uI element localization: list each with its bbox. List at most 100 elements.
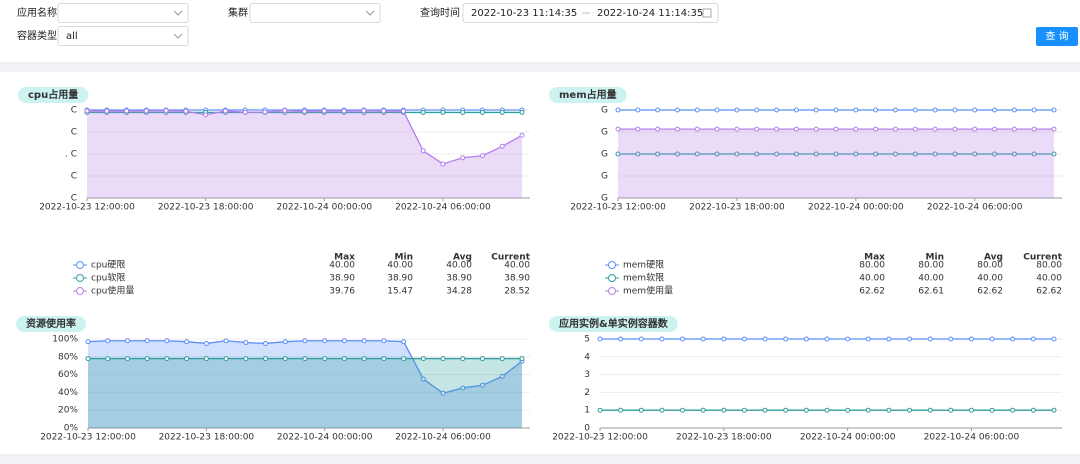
app-select[interactable] — [57, 3, 189, 23]
stats-value: 38.90 — [387, 274, 413, 284]
separator — [0, 62, 1080, 72]
y-tick-label: 3 — [584, 370, 590, 380]
y-tick-label: 80% — [58, 352, 78, 362]
point — [972, 151, 978, 157]
stats-value: 62.62 — [859, 287, 885, 297]
point — [1051, 407, 1057, 413]
point — [774, 107, 780, 113]
point — [674, 107, 680, 113]
point — [361, 338, 367, 344]
point — [655, 126, 661, 132]
cluster-select[interactable] — [249, 3, 381, 23]
point — [124, 338, 130, 344]
point — [635, 107, 641, 113]
point — [793, 126, 799, 132]
point — [341, 338, 347, 344]
point — [932, 151, 938, 157]
point — [460, 155, 466, 161]
point — [873, 107, 879, 113]
point — [932, 126, 938, 132]
y-tick-label: C — [71, 106, 77, 116]
point — [741, 336, 747, 342]
stats-value: 62.62 — [1036, 287, 1062, 297]
area — [88, 358, 522, 428]
point — [972, 126, 978, 132]
point — [183, 108, 189, 114]
point — [912, 126, 918, 132]
point — [833, 126, 839, 132]
point — [952, 151, 958, 157]
y-tick-label: 40% — [58, 388, 78, 398]
point — [282, 356, 288, 362]
point — [499, 373, 505, 379]
point — [824, 407, 830, 413]
point — [302, 338, 308, 344]
point — [793, 151, 799, 157]
point — [1011, 151, 1017, 157]
stats-value: 62.62 — [977, 287, 1003, 297]
container-select[interactable] — [57, 26, 189, 46]
legend-marker — [76, 274, 84, 282]
point — [243, 356, 249, 362]
time-range[interactable] — [462, 3, 719, 23]
point — [282, 108, 288, 114]
point — [774, 151, 780, 157]
point — [813, 126, 819, 132]
point — [519, 109, 525, 115]
point — [401, 339, 407, 345]
stats-value: 40.00 — [329, 261, 355, 271]
point — [968, 336, 974, 342]
stats-value: 39.76 — [329, 287, 355, 297]
point — [886, 407, 892, 413]
point — [892, 126, 898, 132]
chart-title: 资源使用率 — [26, 317, 76, 330]
chevron — [173, 33, 183, 39]
x-tick-label: 2022-10-23 18:00:00 — [689, 203, 785, 213]
point — [865, 336, 871, 342]
point — [907, 336, 913, 342]
point — [853, 107, 859, 113]
legend-marker — [76, 287, 84, 295]
point — [282, 339, 288, 345]
point — [85, 356, 91, 362]
y-tick-label: C — [71, 172, 77, 182]
x-tick-label: 2022-10-23 12:00:00 — [552, 433, 648, 443]
point — [762, 407, 768, 413]
point — [144, 338, 150, 344]
point — [1051, 126, 1057, 132]
point — [992, 126, 998, 132]
point — [655, 151, 661, 157]
point — [203, 340, 209, 346]
point — [813, 107, 819, 113]
stats-header: Min — [926, 253, 944, 263]
point — [694, 126, 700, 132]
point — [845, 336, 851, 342]
point — [361, 356, 367, 362]
point — [499, 109, 505, 115]
stats-value: 38.90 — [504, 274, 530, 284]
point — [638, 407, 644, 413]
point — [865, 407, 871, 413]
point — [105, 356, 111, 362]
point — [1010, 407, 1016, 413]
chevron — [365, 10, 375, 16]
stats-value: 15.47 — [387, 287, 413, 297]
point — [734, 107, 740, 113]
y-tick-label: G — [601, 150, 608, 160]
point — [479, 153, 485, 159]
point — [242, 109, 248, 115]
x-tick-label: 2022-10-23 18:00:00 — [158, 203, 254, 213]
chevron — [173, 10, 183, 16]
stats-value: 28.52 — [504, 287, 530, 297]
stats-value: 80.00 — [977, 261, 1003, 271]
stats-header: Avg — [453, 253, 472, 263]
query-button[interactable] — [1036, 27, 1078, 46]
point — [734, 126, 740, 132]
point — [700, 336, 706, 342]
point — [1051, 151, 1057, 157]
point — [420, 148, 426, 154]
point — [754, 126, 760, 132]
point — [223, 356, 229, 362]
legend-label: mem使用量 — [623, 285, 673, 297]
